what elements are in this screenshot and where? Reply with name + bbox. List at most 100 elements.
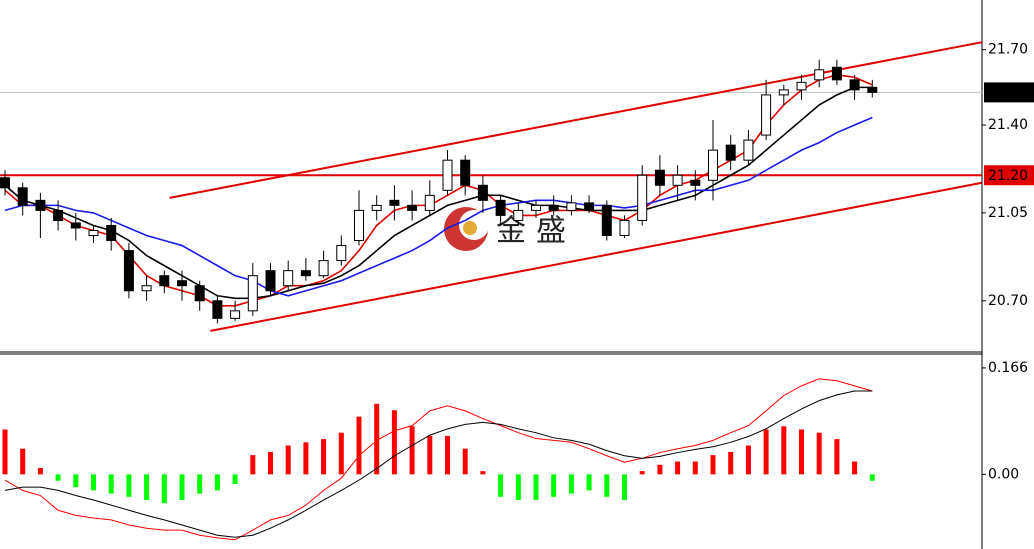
macd-bar [356, 416, 362, 475]
candle-body [831, 66, 842, 81]
macd-bar [268, 451, 273, 475]
price-tag-label: 21.53 [988, 85, 1028, 101]
macd-bar [37, 467, 43, 475]
y-tick-label: 0.00 [988, 466, 1019, 482]
candle-body [654, 169, 665, 186]
macd-bar [604, 474, 610, 497]
y-tick-label: 21.70 [988, 42, 1028, 58]
candle-body [867, 86, 878, 93]
macd-bar [445, 435, 450, 475]
macd-bar [214, 474, 220, 491]
candle-body [70, 222, 81, 229]
macd-bar [321, 439, 327, 475]
trendline [169, 41, 983, 199]
candle-body [177, 280, 187, 287]
macd-bar [728, 451, 734, 475]
candle-body [548, 204, 559, 211]
candle-body [123, 250, 134, 292]
macd-bar [161, 474, 167, 504]
macd-bar [144, 474, 150, 501]
candle-body [566, 202, 577, 211]
macd-bar [303, 442, 309, 475]
macd-bar [692, 461, 698, 475]
candle-body [283, 270, 294, 287]
candle-body [106, 224, 117, 242]
candle-body [247, 275, 258, 312]
macd-bar [20, 448, 26, 475]
macd-bar [799, 429, 804, 475]
candle-body [725, 144, 736, 161]
price-tag [984, 82, 1034, 103]
candle-body [531, 204, 541, 211]
macd-bar [285, 445, 291, 475]
macd-bar [409, 426, 415, 475]
candle-body [230, 310, 241, 319]
macd-bar [232, 474, 238, 484]
candle-body [460, 159, 471, 186]
candle-body [194, 285, 205, 302]
indicator-line [4, 390, 873, 538]
macd-bar [852, 461, 858, 475]
macd-bar [480, 471, 486, 475]
indicator-line [4, 378, 873, 541]
macd-bar [462, 448, 468, 475]
candle-body [212, 300, 223, 319]
indicator-line [4, 74, 873, 307]
indicator-line [4, 86, 873, 300]
watermark: 金盛 [496, 214, 576, 249]
macd-bar [710, 455, 716, 475]
candle-body [442, 159, 453, 191]
candle-body [637, 174, 648, 221]
candle-body [743, 139, 754, 161]
candle-body [354, 209, 364, 242]
candle-body [389, 199, 400, 206]
y-tick-label: 21.05 [988, 205, 1028, 221]
macd-bar [374, 403, 380, 475]
candle-body [88, 229, 99, 237]
macd-bar [568, 474, 574, 494]
macd-bar [551, 474, 557, 497]
indicator-line [4, 116, 873, 297]
macd-bar [745, 445, 751, 475]
macd-bar [126, 474, 132, 497]
candle-body [300, 270, 311, 277]
macd-bar [391, 410, 397, 475]
candle-body [708, 149, 718, 181]
macd-bar [533, 474, 539, 501]
candle-body [690, 179, 701, 186]
trendline [210, 181, 983, 332]
candle-body [17, 187, 28, 206]
candle-body [477, 184, 488, 201]
candle-body [796, 81, 807, 91]
macd-bar [427, 435, 433, 475]
macd-bar [179, 474, 185, 501]
candle-body [0, 177, 10, 189]
macd-bar [515, 474, 521, 501]
candle-body [407, 204, 418, 211]
candle-body [318, 260, 329, 277]
candle-body [761, 94, 772, 136]
candle-body [584, 202, 595, 211]
macd-bar [869, 474, 875, 481]
macd-bar [781, 426, 787, 475]
macd-bar [675, 461, 681, 475]
macd-bar [639, 471, 645, 475]
macd-bar [622, 474, 627, 501]
macd-bar [586, 474, 592, 491]
macd-bar [763, 429, 769, 475]
macd-bar [834, 439, 840, 475]
y-tick-label: 20.70 [988, 293, 1028, 309]
candle-body [35, 199, 46, 211]
price-tag [984, 165, 1034, 186]
candle-body [265, 270, 276, 292]
macd-bar [816, 432, 822, 475]
macd-bar [338, 432, 344, 475]
macd-bar [657, 464, 663, 475]
candle-body [849, 79, 860, 91]
candle-body [513, 209, 524, 221]
macd-bar [108, 474, 114, 494]
macd-bar [498, 474, 504, 497]
candle-body [53, 209, 64, 221]
